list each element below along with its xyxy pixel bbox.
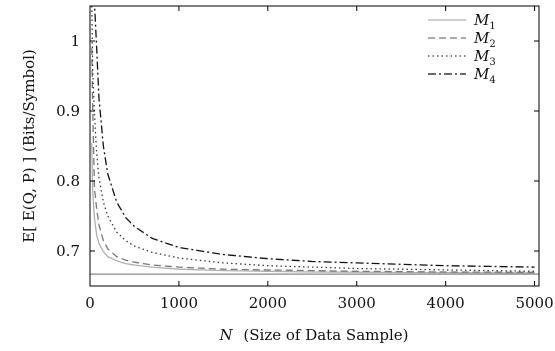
- series-line-m4: [93, 6, 535, 268]
- y-tick-label: 0.7: [56, 242, 80, 260]
- y-axis-title: E[ E(Q, P) ] (Bits/Symbol): [20, 49, 38, 243]
- x-tick-label: 2000: [249, 294, 287, 312]
- x-tick-label: 5000: [515, 294, 553, 312]
- x-tick-label: 4000: [427, 294, 465, 312]
- series-line-m3: [91, 6, 535, 272]
- y-tick-label: 1: [70, 32, 80, 50]
- legend-label-m1: M1: [473, 11, 496, 32]
- y-tick-label: 0.8: [56, 172, 80, 190]
- legend-label-m4: M4: [473, 65, 496, 86]
- tick-layer: 0 1000 2000 3000 4000 5000 0.7 0.8 0.9 1: [56, 6, 554, 312]
- series-layer: [90, 6, 539, 275]
- series-line-m2: [91, 47, 535, 273]
- x-tick-label: 1000: [160, 294, 198, 312]
- x-tick-label: 0: [85, 294, 95, 312]
- plot-frame: [89, 5, 540, 287]
- series-line-m1: [91, 143, 535, 274]
- legend-label-m3: M3: [473, 47, 496, 68]
- x-axis-description: (Size of Data Sample): [243, 326, 408, 344]
- y-tick-label: 0.9: [56, 102, 80, 120]
- legend-label-m2: M2: [473, 29, 496, 50]
- x-axis-symbol: N: [218, 326, 233, 344]
- x-tick-label: 3000: [338, 294, 376, 312]
- x-axis-title: N (Size of Data Sample): [218, 326, 408, 344]
